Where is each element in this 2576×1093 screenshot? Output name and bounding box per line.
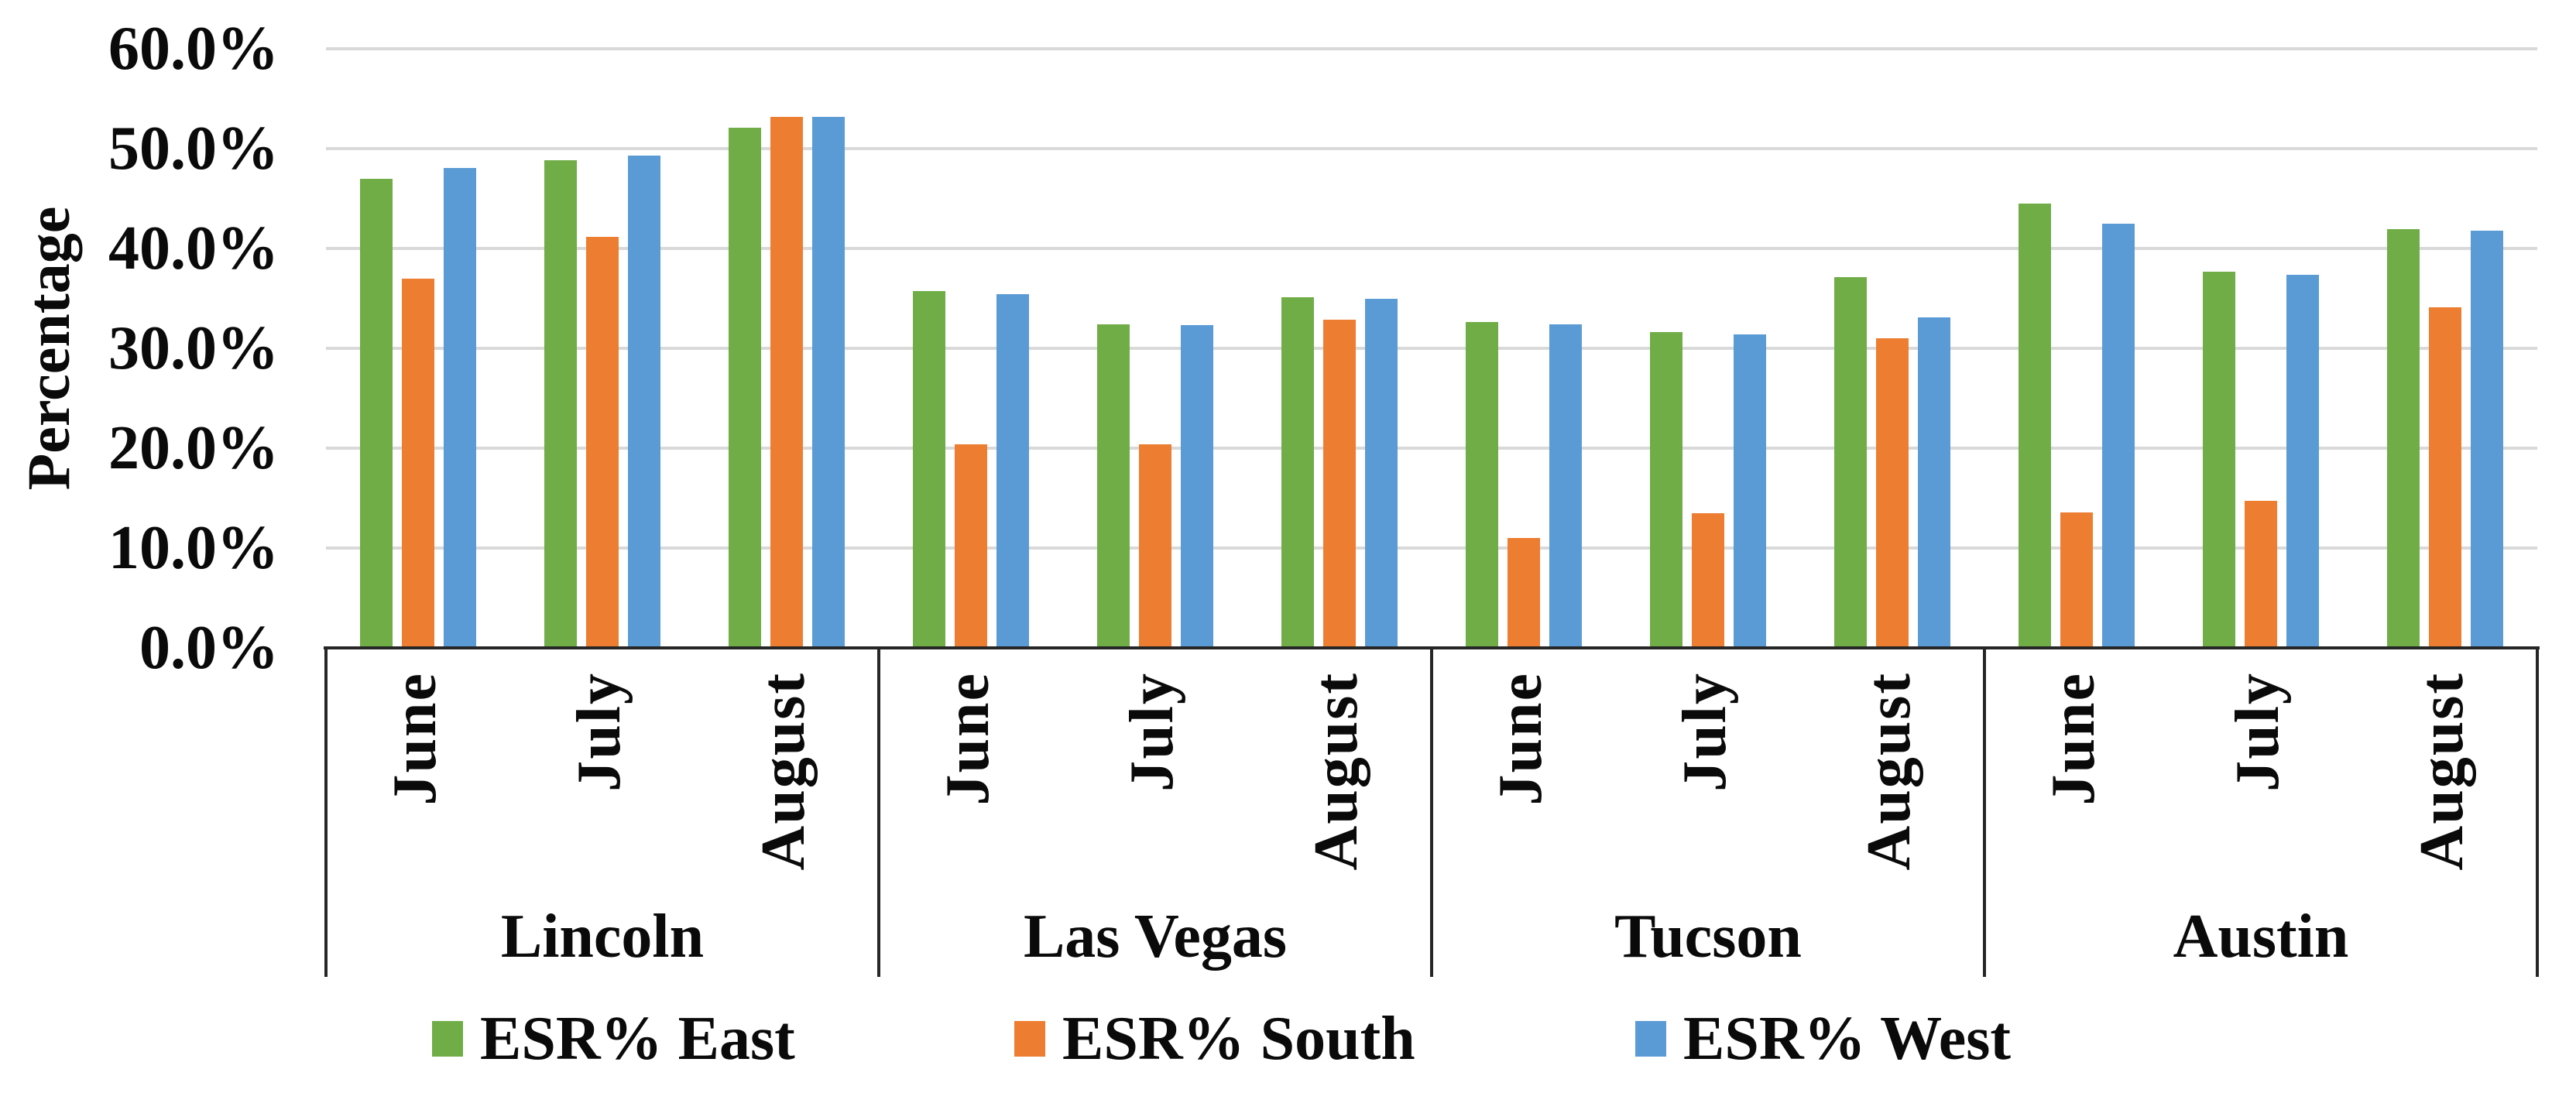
- bar-Lincoln-July-ESR% West: [628, 156, 660, 648]
- y-tick-label: 60.0%: [108, 15, 279, 83]
- table-border-right: [2536, 648, 2539, 977]
- month-label-Austin-June: June: [2039, 672, 2108, 806]
- bar-Tucson-June-ESR% South: [1508, 538, 1540, 648]
- bar-Las Vegas-August-ESR% South: [1323, 319, 1356, 648]
- month-label-Tucson-June: June: [1487, 672, 1555, 806]
- legend-item-ESR% West: ESR% West: [1635, 1003, 2011, 1074]
- bar-Las Vegas-July-ESR% East: [1097, 324, 1130, 648]
- bar-Las Vegas-June-ESR% South: [955, 444, 987, 648]
- gridline-20: [326, 447, 2537, 450]
- legend-swatch-ESR% West: [1635, 1021, 1666, 1057]
- month-label-Tucson-August: August: [1855, 672, 1923, 871]
- y-tick-label: 20.0%: [108, 414, 279, 482]
- bar-Lincoln-July-ESR% East: [544, 160, 577, 648]
- table-divider-1: [877, 648, 880, 977]
- bar-Austin-July-ESR% East: [2203, 271, 2235, 648]
- y-tick-label: 40.0%: [108, 214, 279, 283]
- city-label-Austin: Austin: [2173, 903, 2349, 971]
- legend-label: ESR% West: [1683, 1005, 2012, 1073]
- city-label-Tucson: Tucson: [1614, 903, 1802, 971]
- bar-Las Vegas-June-ESR% West: [996, 294, 1029, 648]
- bar-Lincoln-August-ESR% East: [729, 127, 761, 648]
- month-label-Lincoln-June: June: [381, 672, 449, 806]
- legend-item-ESR% East: ESR% East: [432, 1003, 795, 1074]
- legend-label: ESR% South: [1062, 1005, 1415, 1073]
- month-label-Austin-August: August: [2408, 672, 2476, 871]
- city-label-Las Vegas: Las Vegas: [1023, 903, 1288, 971]
- bar-Austin-August-ESR% South: [2429, 307, 2461, 648]
- gridline-10: [326, 546, 2537, 550]
- table-divider-2: [1430, 648, 1433, 977]
- legend-item-ESR% South: ESR% South: [1014, 1003, 1415, 1074]
- city-label-Lincoln: Lincoln: [500, 903, 705, 971]
- legend-label: ESR% East: [480, 1005, 795, 1073]
- y-tick-label: 30.0%: [108, 314, 279, 382]
- bar-Tucson-July-ESR% East: [1650, 332, 1682, 648]
- month-label-Las Vegas-August: August: [1302, 672, 1370, 871]
- month-label-Lincoln-August: August: [749, 672, 818, 871]
- gridline-60: [326, 47, 2537, 50]
- bar-Las Vegas-July-ESR% South: [1139, 444, 1171, 648]
- y-tick-label: 10.0%: [108, 514, 279, 582]
- bar-Tucson-June-ESR% East: [1466, 322, 1498, 648]
- bar-Tucson-June-ESR% West: [1549, 324, 1582, 648]
- bar-Las Vegas-August-ESR% East: [1281, 297, 1314, 648]
- bar-Las Vegas-July-ESR% West: [1181, 325, 1213, 648]
- month-label-Las Vegas-June: June: [934, 672, 1002, 806]
- bar-Tucson-August-ESR% South: [1876, 338, 1909, 648]
- bar-Austin-August-ESR% East: [2387, 229, 2420, 648]
- month-label-Las Vegas-July: July: [1118, 672, 1186, 792]
- bar-Austin-August-ESR% West: [2471, 230, 2503, 648]
- month-label-Tucson-July: July: [1671, 672, 1739, 792]
- bar-Tucson-August-ESR% East: [1834, 277, 1867, 648]
- bar-Austin-June-ESR% West: [2102, 223, 2135, 648]
- bar-Lincoln-June-ESR% South: [402, 278, 434, 648]
- bar-Las Vegas-August-ESR% West: [1365, 298, 1398, 648]
- table-divider-3: [1983, 648, 1986, 977]
- bar-Las Vegas-June-ESR% East: [913, 291, 945, 648]
- month-label-Lincoln-July: July: [565, 672, 633, 792]
- bar-Lincoln-August-ESR% West: [812, 116, 845, 648]
- gridline-40: [326, 247, 2537, 250]
- table-border-left: [324, 648, 328, 977]
- gridline-50: [326, 147, 2537, 150]
- y-tick-label: 50.0%: [108, 115, 279, 183]
- bar-Lincoln-August-ESR% South: [770, 116, 803, 648]
- bar-Austin-June-ESR% East: [2019, 203, 2051, 648]
- gridline-30: [326, 347, 2537, 350]
- legend-swatch-ESR% South: [1014, 1021, 1045, 1057]
- bar-Austin-July-ESR% West: [2286, 274, 2319, 648]
- bar-Tucson-July-ESR% South: [1692, 512, 1724, 648]
- bar-Austin-June-ESR% South: [2060, 512, 2093, 648]
- bar-Lincoln-June-ESR% East: [360, 178, 393, 648]
- y-tick-label: 0.0%: [139, 614, 279, 682]
- legend-swatch-ESR% East: [432, 1021, 463, 1057]
- bar-Tucson-July-ESR% West: [1734, 334, 1766, 648]
- bar-Lincoln-July-ESR% South: [586, 236, 619, 648]
- bar-Tucson-August-ESR% West: [1918, 317, 1950, 648]
- month-label-Austin-July: July: [2224, 672, 2292, 792]
- bar-Lincoln-June-ESR% West: [444, 167, 476, 648]
- bar-Austin-July-ESR% South: [2245, 501, 2277, 648]
